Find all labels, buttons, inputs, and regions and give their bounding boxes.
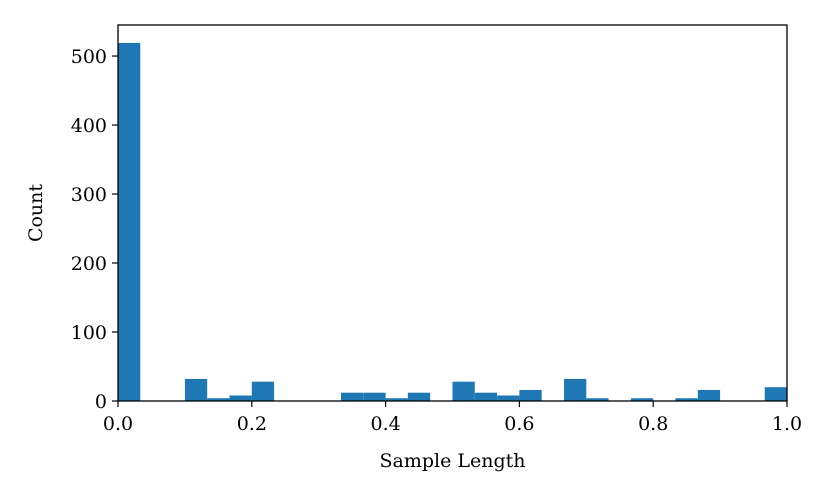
- y-tick-label: 200: [71, 253, 107, 275]
- histogram-bar: [184, 378, 208, 401]
- histogram-bar: [675, 398, 698, 401]
- y-tick-label: 500: [71, 46, 107, 68]
- x-axis-label: Sample Length: [379, 450, 525, 472]
- plot-frame: [117, 24, 788, 402]
- histogram-bar: [474, 392, 498, 401]
- y-axis-label: Count: [25, 184, 47, 242]
- histogram-bar: [118, 42, 141, 401]
- x-tick-label: 0.2: [237, 413, 267, 435]
- histogram-bar: [363, 392, 386, 401]
- histogram-bar: [229, 395, 252, 401]
- y-tick-label: 300: [71, 184, 107, 206]
- histogram-bar: [697, 389, 721, 401]
- y-axis-ticks: 0 100 200 300 400 500: [71, 46, 118, 413]
- histogram-bar: [452, 381, 475, 401]
- x-tick-label: 0.8: [638, 413, 668, 435]
- x-axis-ticks: 0.0 0.2 0.4 0.6 0.8 1.0: [103, 401, 802, 435]
- y-tick-label: 100: [71, 322, 107, 344]
- histogram-bar: [630, 398, 654, 401]
- histogram-bar: [385, 398, 408, 401]
- x-tick-label: 0.6: [504, 413, 534, 435]
- x-tick-label: 1.0: [772, 413, 802, 435]
- histogram-bar: [407, 392, 431, 401]
- y-tick-label: 400: [71, 115, 107, 137]
- histogram-bar: [586, 398, 609, 401]
- histogram-bar: [207, 398, 230, 401]
- histogram-bar: [564, 378, 587, 401]
- x-tick-label: 0.4: [370, 413, 400, 435]
- histogram-bar: [340, 392, 364, 401]
- histogram-bar: [497, 395, 520, 401]
- histogram-bar: [764, 387, 787, 401]
- x-tick-label: 0.0: [103, 413, 133, 435]
- histogram-bar: [519, 389, 542, 401]
- y-tick-label: 0: [95, 391, 107, 413]
- bars-group: [118, 42, 787, 401]
- histogram-bar: [251, 381, 275, 401]
